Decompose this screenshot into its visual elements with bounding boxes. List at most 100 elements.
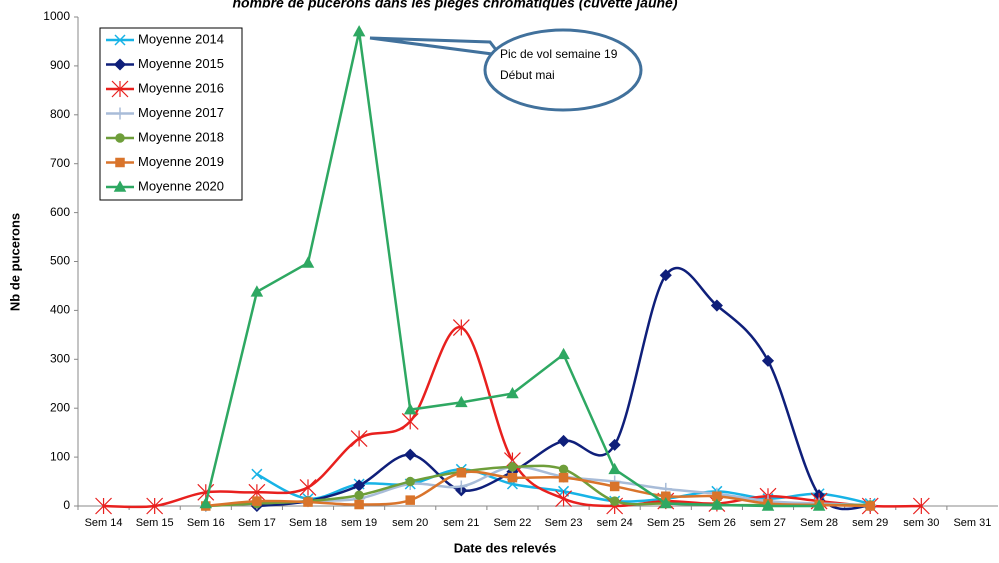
marker <box>812 499 826 511</box>
series-line <box>103 326 922 509</box>
callout: Pic de vol semaine 19 Début mai <box>369 28 643 112</box>
x-axis-title: Date des relevés <box>454 540 557 555</box>
marker <box>659 269 672 282</box>
annotation: Début mai <box>500 68 555 82</box>
marker <box>761 354 775 367</box>
y-tick-label: 300 <box>50 351 70 365</box>
marker <box>199 497 213 509</box>
marker <box>114 107 126 120</box>
x-tick-label: Sem 18 <box>289 517 327 529</box>
marker <box>558 464 569 475</box>
marker <box>452 319 470 336</box>
marker <box>456 467 467 478</box>
marker <box>303 497 313 507</box>
marker <box>912 497 930 515</box>
y-tick-label: 1000 <box>43 9 70 23</box>
marker <box>558 472 569 483</box>
series-line <box>204 31 820 508</box>
marker <box>609 496 620 506</box>
marker <box>404 448 417 461</box>
marker <box>354 499 364 510</box>
legend-label: Moyenne 2014 <box>138 31 224 46</box>
legend-label: Moyenne 2015 <box>138 56 224 71</box>
marker <box>659 497 673 509</box>
x-tick-label: sem 24 <box>597 517 633 529</box>
y-tick-label: 700 <box>50 156 70 170</box>
marker <box>608 462 621 475</box>
y-tick-label: 500 <box>50 254 70 268</box>
x-tick-label: sem 30 <box>903 517 939 529</box>
marker <box>352 25 366 37</box>
marker <box>252 496 262 506</box>
marker <box>403 403 417 415</box>
marker <box>608 438 621 451</box>
marker <box>405 495 415 505</box>
callout-bubble <box>483 28 643 112</box>
y-tick-label: 200 <box>50 400 70 414</box>
y-tick-label: 800 <box>50 107 70 121</box>
marker <box>555 490 572 508</box>
marker <box>865 501 875 511</box>
y-tick-label: 100 <box>50 449 70 463</box>
x-tick-label: Sem 16 <box>187 517 225 529</box>
x-tick-label: Sem 17 <box>238 517 276 529</box>
marker <box>350 430 368 447</box>
chart-title: nombre de pucerons dans les pièges chrom… <box>232 0 677 11</box>
marker <box>95 497 112 515</box>
marker <box>507 462 518 472</box>
marker <box>111 80 129 98</box>
x-tick-label: sem 27 <box>750 517 786 529</box>
marker <box>557 434 570 448</box>
marker <box>113 58 127 71</box>
marker <box>115 157 125 168</box>
y-tick-label: 0 <box>63 498 70 512</box>
legend-label: Moyenne 2019 <box>138 154 224 169</box>
legend-label: Moyenne 2016 <box>138 80 224 95</box>
marker <box>557 347 570 360</box>
annotation: Pic de vol semaine 19 <box>500 47 618 61</box>
x-tick-label: Sem 15 <box>136 517 174 529</box>
x-tick-label: sem 19 <box>341 517 377 529</box>
marker <box>710 498 724 510</box>
marker <box>301 256 315 268</box>
callout-pointer <box>369 36 504 57</box>
marker <box>146 497 164 515</box>
marker <box>401 412 419 430</box>
y-tick-label: 900 <box>50 58 70 72</box>
x-tick-label: Sem 31 <box>953 517 991 529</box>
marker <box>115 133 125 143</box>
x-tick-label: Sem 22 <box>493 517 531 529</box>
x-tick-label: sem 20 <box>392 517 428 529</box>
marker <box>113 180 127 192</box>
legend-label: Moyenne 2018 <box>138 129 224 144</box>
legend-label: Moyenne 2017 <box>138 105 224 120</box>
marker <box>507 472 518 483</box>
marker <box>405 476 415 487</box>
y-tick-label: 400 <box>50 303 70 317</box>
marker <box>761 499 775 511</box>
x-tick-label: Sem 26 <box>698 517 736 529</box>
x-tick-label: sem 21 <box>443 517 479 529</box>
marker <box>250 285 264 297</box>
marker <box>354 490 364 500</box>
x-tick-label: Sem 14 <box>85 517 123 529</box>
x-tick-label: Sem 23 <box>545 517 583 529</box>
series-line <box>256 266 871 511</box>
marker <box>609 481 620 492</box>
plot-area: 0 100 200 300 400 500 600 700 800 900 1000 Sem 14 Se… <box>43 9 998 529</box>
marker <box>710 299 723 312</box>
marker <box>506 386 519 399</box>
y-axis-title: Nb de pucerons <box>7 213 22 311</box>
marker <box>455 480 468 493</box>
marker <box>299 478 317 496</box>
marker <box>455 395 468 408</box>
marker <box>251 468 263 480</box>
legend-label: Moyenne 2020 <box>138 178 224 193</box>
marker <box>114 34 126 46</box>
x-tick-label: Sem 28 <box>800 517 838 529</box>
legend: Moyenne 2014 Moyenne 2015 Moyenne 2016 Moye… <box>99 27 243 201</box>
marker <box>353 479 366 492</box>
y-tick-label: 600 <box>50 205 70 219</box>
x-tick-label: Sem 25 <box>647 517 685 529</box>
